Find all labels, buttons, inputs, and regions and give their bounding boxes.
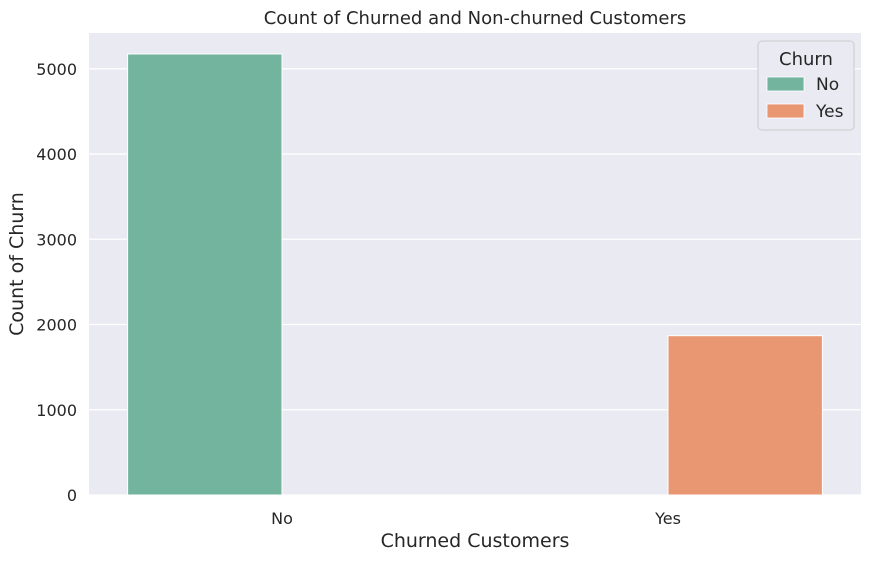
bar-no-no [127, 53, 283, 496]
legend-entry-label: No [816, 75, 839, 95]
y-axis-ticks: 0 1000 2000 3000 4000 5000 [36, 60, 77, 505]
y-axis-label: Count of Churn [6, 192, 28, 336]
y-tick-label: 1000 [36, 401, 77, 420]
legend-swatch [766, 103, 805, 119]
legend-title: Churn [779, 49, 833, 70]
legend: Churn No Yes [757, 40, 855, 131]
y-tick-label: 2000 [36, 316, 77, 335]
legend-entries: No Yes [766, 75, 844, 122]
x-axis-label: Churned Customers [381, 530, 570, 552]
bars [127, 53, 823, 496]
y-tick-label: 4000 [36, 145, 77, 164]
x-tick-label: No [271, 509, 293, 528]
bar-yes-yes [667, 335, 823, 496]
y-tick-label: 0 [67, 486, 77, 505]
legend-swatch [766, 76, 805, 92]
y-tick-label: 5000 [36, 60, 77, 79]
x-tick-label: Yes [654, 509, 681, 528]
x-axis-ticks: No Yes [271, 509, 681, 528]
legend-entry-label: Yes [815, 102, 844, 122]
y-tick-label: 3000 [36, 230, 77, 249]
chart-title: Count of Churned and Non-churned Custome… [264, 8, 687, 29]
